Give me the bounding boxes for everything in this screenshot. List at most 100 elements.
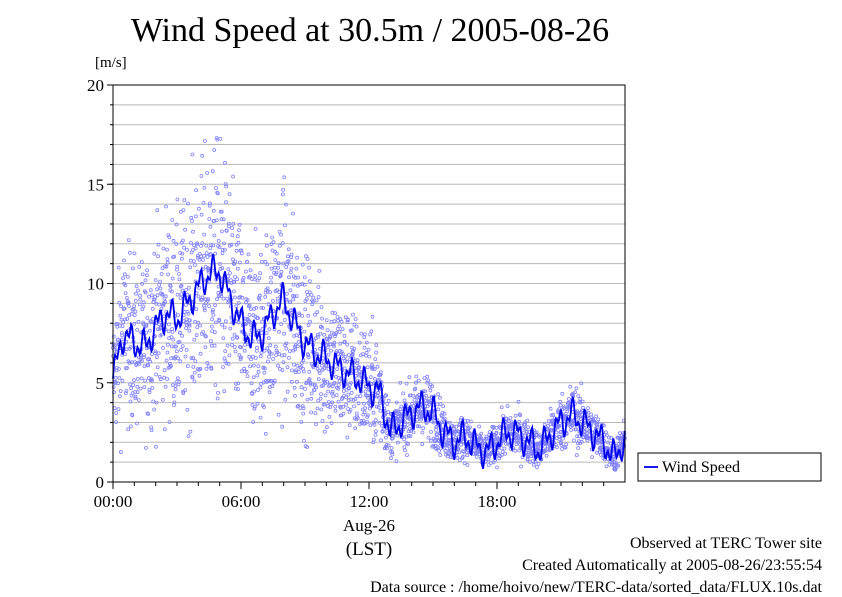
scatter-point bbox=[477, 424, 482, 429]
scatter-point bbox=[221, 336, 226, 341]
scatter-point bbox=[352, 322, 357, 327]
scatter-point bbox=[175, 376, 180, 381]
scatter-point bbox=[306, 293, 310, 297]
scatter-point bbox=[203, 333, 208, 338]
scatter-point bbox=[154, 400, 159, 405]
y-tick-label: 20 bbox=[87, 76, 104, 95]
scatter-point bbox=[457, 458, 462, 463]
scatter-point bbox=[563, 445, 568, 450]
scatter-point bbox=[373, 432, 378, 437]
scatter-point bbox=[135, 327, 140, 332]
scatter-point bbox=[263, 259, 268, 264]
scatter-point bbox=[313, 347, 318, 352]
scatter-point bbox=[164, 358, 169, 363]
scatter-point bbox=[256, 316, 261, 320]
scatter-point bbox=[190, 248, 195, 252]
scatter-point bbox=[292, 362, 296, 367]
scatter-point bbox=[255, 401, 260, 406]
scatter-point bbox=[383, 435, 388, 440]
scatter-point bbox=[353, 397, 358, 401]
scatter-point bbox=[166, 322, 171, 327]
scatter-point bbox=[297, 282, 302, 287]
scatter-point bbox=[135, 390, 140, 395]
scatter-point bbox=[295, 404, 300, 409]
scatter-point bbox=[149, 293, 154, 298]
scatter-point bbox=[614, 461, 619, 466]
scatter-point bbox=[484, 434, 489, 439]
scatter-point bbox=[320, 325, 325, 330]
scatter-point bbox=[319, 407, 324, 412]
x-tick-label: 06:00 bbox=[222, 492, 261, 511]
scatter-point bbox=[513, 413, 518, 418]
data-source-note: Data source : /home/hoivo/new/TERC-data/… bbox=[370, 579, 822, 596]
scatter-point bbox=[327, 382, 332, 387]
scatter-point bbox=[194, 307, 199, 312]
scatter-point bbox=[113, 375, 118, 380]
scatter-point bbox=[268, 290, 273, 295]
scatter-point bbox=[565, 409, 570, 414]
scatter-point bbox=[121, 320, 126, 324]
scatter-point bbox=[346, 398, 351, 403]
scatter-point bbox=[237, 228, 241, 233]
scatter-point bbox=[538, 433, 542, 438]
scatter-point bbox=[262, 370, 267, 375]
scatter-point bbox=[486, 463, 491, 468]
scatter-point bbox=[604, 430, 608, 435]
scatter-point bbox=[327, 414, 332, 419]
scatter-point bbox=[178, 209, 183, 214]
scatter-point bbox=[221, 241, 226, 246]
scatter-point bbox=[123, 317, 128, 322]
scatter-point bbox=[422, 376, 427, 381]
scatter-point bbox=[292, 333, 297, 338]
x-tick-label: 12:00 bbox=[350, 492, 389, 511]
scatter-point bbox=[326, 400, 331, 404]
scatter-point bbox=[255, 373, 260, 378]
scatter-point bbox=[247, 303, 252, 308]
scatter-point bbox=[384, 393, 389, 398]
scatter-point bbox=[436, 392, 441, 397]
scatter-point bbox=[421, 426, 426, 431]
scatter-point bbox=[586, 406, 590, 411]
scatter-point bbox=[427, 400, 432, 405]
scatter-point bbox=[468, 425, 472, 430]
scatter-point bbox=[384, 446, 389, 451]
scatter-point bbox=[324, 425, 329, 430]
scatter-point bbox=[300, 392, 304, 397]
scatter-point bbox=[257, 297, 262, 302]
scatter-point bbox=[267, 350, 272, 355]
scatter-point bbox=[236, 301, 241, 305]
scatter-point bbox=[436, 407, 441, 412]
scatter-point bbox=[127, 304, 131, 308]
scatter-point bbox=[154, 355, 159, 360]
scatter-point bbox=[249, 357, 253, 362]
scatter-point bbox=[271, 357, 276, 361]
scatter-point bbox=[252, 406, 257, 411]
scatter-point bbox=[171, 337, 176, 342]
scatter-point bbox=[154, 372, 159, 377]
scatter-point bbox=[280, 241, 285, 245]
scatter-point bbox=[296, 370, 301, 374]
scatter-point bbox=[321, 383, 326, 388]
scatter-point bbox=[517, 419, 521, 424]
scatter-point bbox=[133, 298, 138, 303]
scatter-point bbox=[376, 405, 381, 410]
scatter-point bbox=[307, 377, 312, 382]
scatter-point bbox=[305, 397, 310, 402]
scatter-point bbox=[513, 448, 518, 453]
scatter-point bbox=[127, 360, 132, 365]
scatter-point bbox=[117, 367, 121, 371]
scatter-point bbox=[186, 201, 190, 206]
scatter-point bbox=[316, 398, 321, 403]
scatter-point bbox=[187, 328, 192, 333]
scatter-point bbox=[220, 247, 225, 252]
scatter-point bbox=[291, 297, 296, 302]
scatter-point bbox=[403, 424, 408, 429]
scatter-point bbox=[179, 348, 184, 352]
scatter-point bbox=[205, 171, 210, 175]
scatter-point bbox=[196, 320, 201, 325]
scatter-point bbox=[180, 344, 185, 349]
scatter-point bbox=[192, 337, 197, 342]
scatter-point bbox=[355, 416, 360, 420]
scatter-point bbox=[403, 448, 407, 453]
scatter-point bbox=[144, 273, 149, 278]
